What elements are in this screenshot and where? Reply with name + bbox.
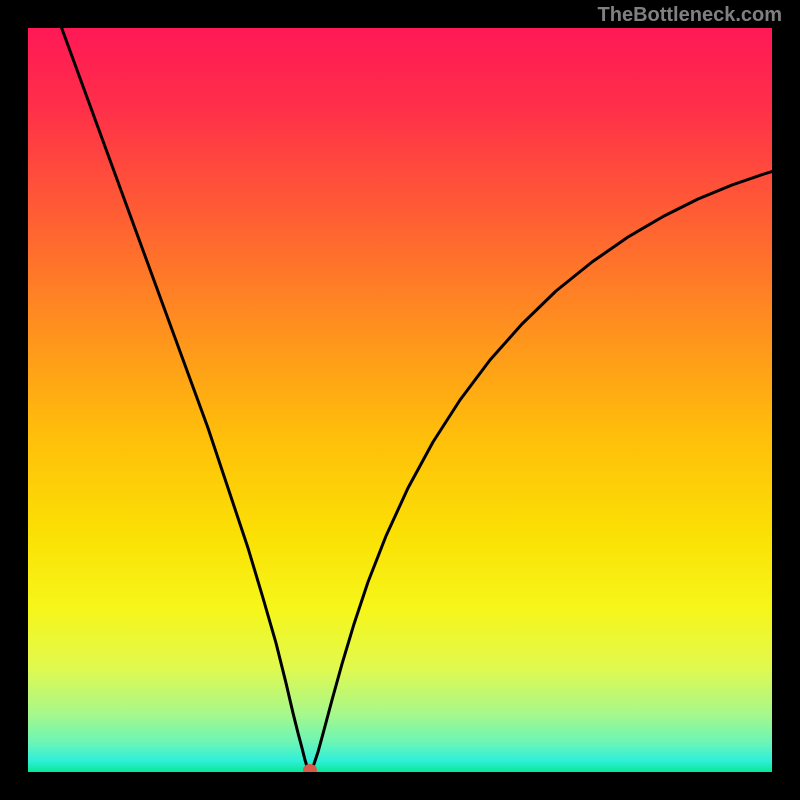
- frame-left: [0, 0, 28, 800]
- plot-area: [28, 28, 772, 772]
- frame-bottom: [0, 772, 800, 800]
- bottleneck-curve: [28, 28, 772, 772]
- watermark-text: TheBottleneck.com: [598, 4, 782, 27]
- frame-right: [772, 0, 800, 800]
